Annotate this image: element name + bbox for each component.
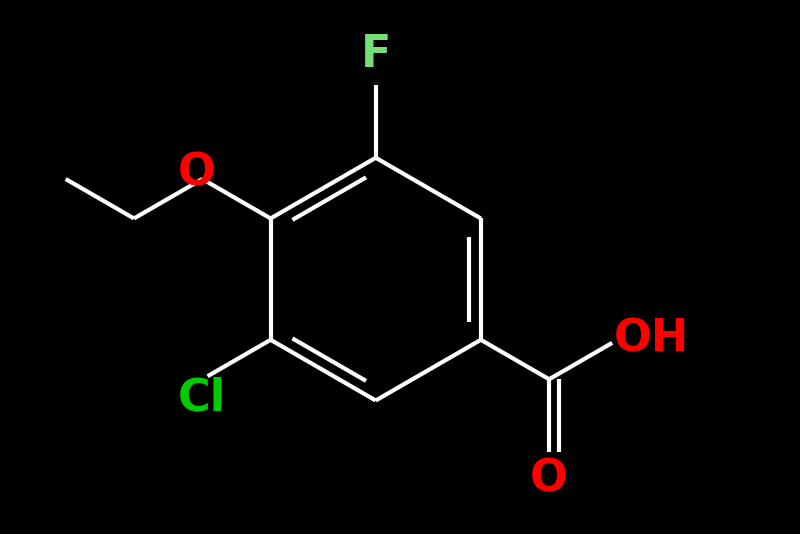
Text: OH: OH: [614, 318, 689, 360]
Text: F: F: [361, 33, 391, 76]
Text: Cl: Cl: [178, 376, 226, 420]
Text: O: O: [530, 457, 568, 500]
Text: O: O: [178, 152, 215, 194]
